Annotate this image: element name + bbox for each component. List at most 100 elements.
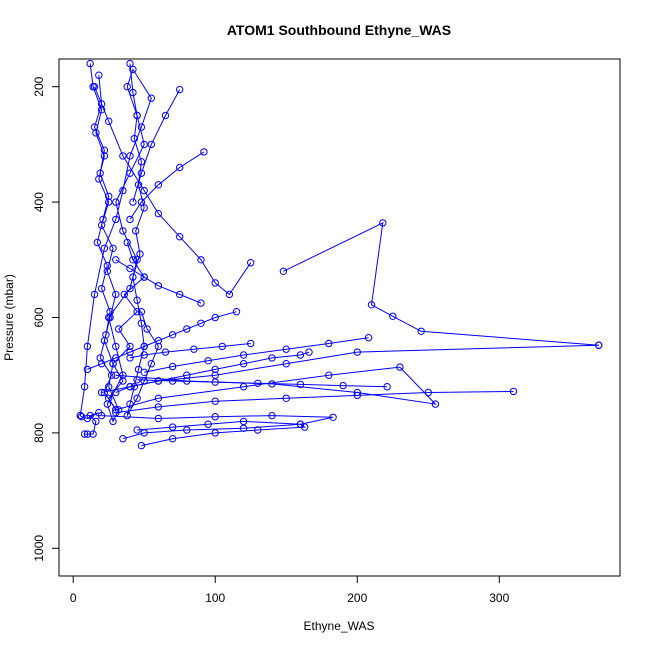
y-tick-label: 800 [32,423,46,443]
y-axis: 200 400 600 800 1000 [32,76,60,562]
data-point [112,354,120,362]
data-point [99,215,107,224]
data-point [296,380,305,389]
data-point [140,342,148,351]
data-point [83,342,92,351]
data-point [126,284,134,293]
data-point [197,299,205,307]
series-8 [112,387,518,417]
data-point [176,233,184,241]
series-line [132,89,181,203]
data-point [80,383,89,391]
data-point [129,65,137,74]
x-axis-label: Ethyne_WAS [304,619,375,633]
data-point [137,123,146,131]
series-line [144,337,369,373]
data-point [90,83,99,91]
x-tick-label: 300 [489,591,509,605]
series-19 [76,409,103,438]
data-point [133,296,141,304]
data-point [95,71,103,79]
data-point [126,152,134,160]
data-point [204,420,212,428]
series-3 [123,59,163,420]
data-point [140,368,148,376]
series-line [137,420,307,447]
data-point [239,383,248,391]
data-point [134,365,143,374]
data-point [105,117,113,126]
data-point [211,413,219,421]
data-point [329,413,337,421]
data-point [105,198,113,206]
data-point [129,88,137,97]
series-10 [133,417,309,450]
series-line [126,63,159,416]
data-point [424,388,432,397]
data-point [183,426,191,434]
data-point [123,238,131,247]
data-point [282,360,290,368]
y-tick-label: 400 [32,192,46,212]
data-point [100,244,109,253]
data-point [126,215,134,224]
data-point [225,290,234,299]
data-point [211,429,219,437]
data-point [595,341,603,349]
data-point [268,411,276,420]
data-point [120,290,129,299]
data-point [105,383,113,391]
data-point [136,250,144,258]
data-point [431,400,440,408]
data-point [154,181,163,189]
data-point [96,169,104,177]
x-tick-label: 100 [205,591,225,605]
data-point [168,362,177,371]
data-point [133,376,141,384]
data-point [154,394,163,402]
data-point [389,312,397,320]
y-tick-label: 1000 [32,535,46,562]
data-point [176,163,184,172]
data-point [115,325,123,333]
series-15 [126,339,255,362]
data-point [353,348,361,356]
data-point [112,406,120,414]
data-point [133,111,141,120]
data-point [100,388,109,397]
data-point [105,192,113,201]
data-point [305,348,313,356]
data-point [367,301,376,309]
data-point [126,59,134,68]
data-point [268,354,276,362]
data-point [147,140,156,149]
data-point [339,381,347,390]
data-point [137,198,146,206]
data-point [130,134,139,143]
data-point [383,383,391,391]
data-point [143,325,151,333]
y-tick-label: 600 [32,307,46,327]
data-point [282,394,290,402]
data-point [279,267,288,275]
data-point [133,308,141,316]
data-point [123,83,131,91]
data-point [90,123,99,131]
data-point [129,198,137,206]
data-point [211,365,219,374]
data-point [119,435,127,443]
data-point [132,227,140,235]
data-point [176,85,184,94]
data-point [112,198,120,206]
data-point [126,348,134,356]
data-point [97,360,106,368]
data-point [154,342,163,351]
data-point [126,342,134,351]
data-point [197,319,205,327]
series-line [115,259,202,304]
data-point [137,169,146,177]
data-point [176,290,184,299]
data-point [105,394,113,402]
series-line [94,86,252,296]
data-point [126,383,134,391]
